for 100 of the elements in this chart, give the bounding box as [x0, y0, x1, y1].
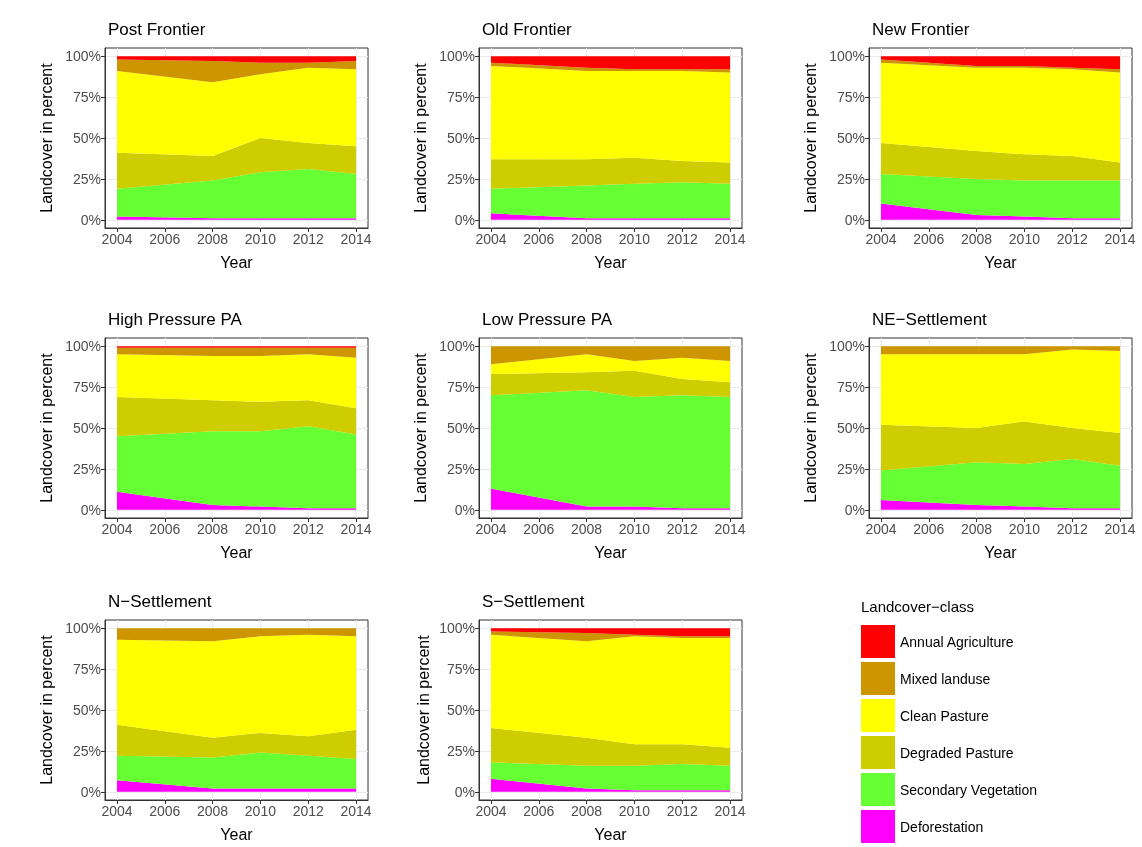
chart-title: NE−Settlement	[872, 310, 988, 329]
y-tick-label: 100%	[829, 338, 865, 355]
y-tick-label: 0%	[80, 211, 101, 228]
legend-label: Deforestation	[900, 818, 984, 835]
chart-title: S−Settlement	[482, 592, 585, 611]
x-axis-title: Year	[594, 253, 628, 271]
x-tick-label: 2010	[244, 231, 277, 247]
x-tick-label: 2014	[340, 521, 372, 537]
x-tick-label: 2004	[475, 803, 507, 819]
y-axis-title: Landcover in percent	[37, 352, 55, 503]
chart-title: Low Pressure PA	[482, 310, 613, 329]
x-tick-label: 2008	[197, 521, 229, 537]
y-tick-label: 25%	[446, 170, 475, 187]
y-axis-title: Landcover in percent	[801, 62, 819, 213]
y-tick-label: 0%	[844, 211, 865, 228]
x-tick-label: 2006	[149, 231, 181, 247]
y-tick-label: 75%	[72, 661, 101, 678]
x-axis-title: Year	[220, 253, 254, 271]
x-tick-label: 2008	[197, 803, 229, 819]
x-tick-label: 2006	[913, 521, 945, 537]
x-axis-title: Year	[594, 825, 628, 843]
y-tick-label: 75%	[836, 89, 865, 106]
x-tick-label: 2012	[666, 803, 699, 819]
legend-label: Secondary Vegetation	[900, 781, 1037, 798]
chart-title: Post Frontier	[108, 20, 206, 39]
x-tick-label: 2004	[101, 521, 133, 537]
x-tick-label: 2014	[714, 231, 746, 247]
y-tick-label: 100%	[439, 338, 475, 355]
legend-label: Degraded Pasture	[900, 744, 1014, 761]
y-tick-label: 50%	[72, 420, 101, 436]
x-tick-label: 2012	[1056, 521, 1089, 537]
x-tick-label: 2012	[666, 521, 699, 537]
x-tick-label: 2014	[714, 521, 746, 537]
x-tick-label: 2014	[340, 231, 372, 247]
y-tick-label: 50%	[446, 420, 475, 436]
x-tick-label: 2008	[571, 521, 603, 537]
y-tick-label: 100%	[439, 620, 475, 637]
y-tick-label: 0%	[844, 501, 865, 518]
x-tick-label: 2006	[149, 521, 181, 537]
y-tick-label: 0%	[80, 501, 101, 518]
x-tick-label: 2014	[1104, 521, 1136, 537]
y-tick-label: 0%	[454, 211, 475, 228]
x-tick-label: 2006	[523, 231, 555, 247]
y-tick-label: 100%	[439, 48, 475, 65]
x-tick-label: 2006	[523, 521, 555, 537]
legend-label: Annual Agriculture	[900, 633, 1014, 650]
x-tick-label: 2014	[714, 803, 746, 819]
y-tick-label: 25%	[72, 742, 101, 759]
x-tick-label: 2012	[292, 231, 325, 247]
y-tick-label: 75%	[72, 379, 101, 396]
x-tick-label: 2004	[101, 231, 133, 247]
x-tick-label: 2010	[244, 803, 277, 819]
y-tick-label: 0%	[454, 783, 475, 800]
x-tick-label: 2004	[475, 521, 507, 537]
y-tick-label: 25%	[72, 170, 101, 187]
y-tick-label: 75%	[446, 379, 475, 396]
y-tick-label: 100%	[65, 338, 101, 355]
y-tick-label: 75%	[446, 661, 475, 678]
x-tick-label: 2010	[244, 521, 277, 537]
y-axis-title: Landcover in percent	[411, 352, 429, 503]
y-tick-label: 100%	[829, 48, 865, 65]
x-tick-label: 2010	[1008, 231, 1041, 247]
y-axis-title: Landcover in percent	[37, 62, 55, 213]
x-tick-label: 2008	[961, 231, 993, 247]
x-axis-title: Year	[220, 825, 254, 843]
y-tick-label: 0%	[454, 501, 475, 518]
y-tick-label: 25%	[72, 460, 101, 477]
x-axis-title: Year	[594, 543, 628, 561]
x-tick-label: 2006	[149, 803, 181, 819]
y-axis-title: Landcover in percent	[37, 634, 55, 785]
x-tick-label: 2014	[1104, 231, 1136, 247]
x-tick-label: 2008	[571, 803, 603, 819]
x-tick-label: 2004	[475, 231, 507, 247]
x-tick-label: 2004	[865, 521, 897, 537]
x-tick-label: 2012	[666, 231, 699, 247]
x-tick-label: 2012	[292, 521, 325, 537]
legend-label: Clean Pasture	[900, 707, 989, 724]
y-tick-label: 50%	[446, 130, 475, 146]
x-tick-label: 2004	[101, 803, 133, 819]
y-axis-title: Landcover in percent	[414, 634, 432, 785]
x-tick-label: 2006	[523, 803, 555, 819]
y-tick-label: 75%	[446, 89, 475, 106]
chart-title: N−Settlement	[108, 592, 212, 611]
legend-label: Mixed landuse	[900, 670, 991, 687]
x-tick-label: 2008	[571, 231, 603, 247]
x-tick-label: 2014	[340, 803, 372, 819]
x-tick-label: 2010	[618, 231, 651, 247]
y-tick-label: 50%	[836, 420, 865, 436]
x-axis-title: Year	[984, 253, 1018, 271]
y-tick-label: 100%	[65, 620, 101, 637]
chart-title: New Frontier	[872, 20, 970, 39]
y-tick-label: 75%	[836, 379, 865, 396]
x-tick-label: 2006	[913, 231, 945, 247]
x-tick-label: 2008	[197, 231, 229, 247]
x-tick-label: 2008	[961, 521, 993, 537]
y-axis-title: Landcover in percent	[801, 352, 819, 503]
x-tick-label: 2010	[1008, 521, 1041, 537]
y-tick-label: 0%	[80, 783, 101, 800]
chart-title: High Pressure PA	[108, 310, 243, 329]
x-tick-label: 2012	[1056, 231, 1089, 247]
